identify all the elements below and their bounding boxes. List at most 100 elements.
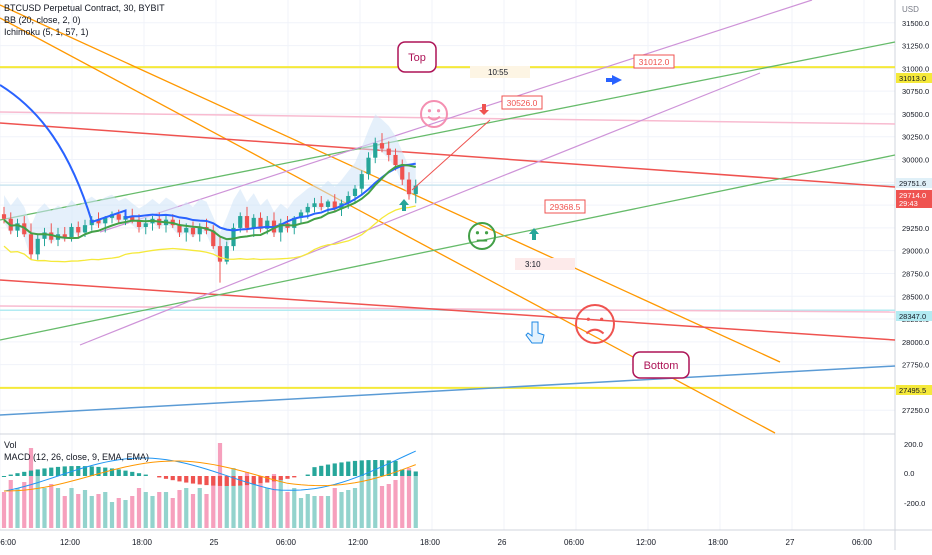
macd-histogram-bar [292,476,296,477]
candle-body [184,228,188,233]
price-badge-text: 29751.6 [899,179,926,188]
macd-histogram-bar [144,475,148,476]
volume-bar [83,490,87,528]
macd-histogram-bar [252,476,256,484]
macd-histogram-bar [171,476,175,480]
volume-bar [130,496,134,528]
candle-body [360,174,364,189]
time-label-1: 10:55 [488,68,509,77]
macd-histogram-bar [393,461,397,476]
violet-trendline-upper [100,0,812,232]
time-tick-label: 18:00 [132,538,153,547]
hand-pointer-icon [526,322,544,343]
candle-body [353,189,357,196]
volume-bar [285,492,289,528]
volume-bar [279,478,283,528]
candle-body [373,143,377,158]
sad-face-icon-eye [587,318,590,321]
price-tick-label: 31500.0 [902,19,929,28]
volume-bar [90,496,94,528]
volume-bar [380,486,384,528]
volume-bar [96,494,100,528]
macd-histogram-bar [326,465,330,476]
candle-body [117,214,121,219]
macd-histogram-bar [2,476,6,477]
happy-face-icon-eye [437,109,440,112]
neutral-face-icon [469,223,495,249]
volume-bar [164,492,168,528]
macd-histogram-bar [164,476,168,479]
volume-bar [15,488,19,528]
price-badge-text: 28347.0 [899,312,926,321]
macd-histogram-bar [258,476,262,484]
candle-body [144,223,148,227]
macd-histogram-bar [191,476,195,484]
macd-histogram-bar [265,476,269,483]
callout-29368-text: 29368.5 [550,202,581,212]
pink-line-lower [0,306,895,312]
price-tick-label: 30750.0 [902,87,929,96]
price-tick-label: 27250.0 [902,406,929,415]
candle-body [83,225,87,232]
volume-bar [272,474,276,528]
macd-histogram-bar [90,466,94,476]
volume-bar [103,492,107,528]
price-tick-label: 28750.0 [902,269,929,278]
volume-bar [157,492,161,528]
volume-bar [2,492,6,528]
callout-30526-text: 30526.0 [507,98,538,108]
macd-histogram-bar [211,476,215,486]
macd-histogram-bar [333,463,337,476]
macd-histogram-bar [76,466,80,476]
macd-histogram-bar [218,476,222,486]
candle-body [380,143,384,148]
candle-body [29,234,33,254]
volume-bar [42,488,46,528]
time-tick-label: 12:00 [348,538,369,547]
price-badge-text: 29:43 [899,199,918,208]
volume-bar [339,492,343,528]
time-box-2 [515,258,575,270]
time-tick-label: 12:00 [60,538,81,547]
volume-bar [252,478,256,528]
macd-tick-label: 200.0 [904,440,923,449]
legend-macd: MACD (12, 26, close, 9, EMA, EMA) [4,452,149,463]
macd-histogram-bar [346,462,350,476]
volume-bar [312,496,316,528]
volume-bar [144,492,148,528]
macd-histogram-bar [36,469,40,476]
macd-histogram-bar [117,469,121,476]
candle-body [245,216,249,228]
time-tick-label: 18:00 [420,538,441,547]
blue-trendline [0,366,895,415]
sad-face-icon-eye [600,318,603,321]
volume-bar [326,496,330,528]
macd-histogram-bar [157,476,161,477]
volume-bar [353,488,357,528]
time-tick-label: 06:00 [564,538,585,547]
macd-histogram-bar [29,471,33,476]
macd-histogram-bar [319,466,323,476]
macd-histogram-bar [22,472,26,476]
volume-bar [110,502,114,528]
macd-histogram-bar [360,460,364,476]
macd-histogram-bar [130,472,134,476]
candle-body [191,228,195,234]
volume-bar [69,488,73,528]
volume-bar [265,488,269,528]
price-tick-label: 30000.0 [902,156,929,165]
candle-body [2,214,6,219]
volume-bar [184,488,188,528]
volume-bar [9,480,13,528]
time-tick-label: 06:00 [276,538,297,547]
volume-bar [123,500,127,528]
price-tick-label: 28500.0 [902,292,929,301]
candle-body [393,155,397,165]
currency-label: USD [902,5,919,14]
volume-bar [387,484,391,528]
top-bubble-label: Top [408,52,426,64]
bottom-bubble-label: Bottom [644,360,679,372]
time-tick-label: 18:00 [708,538,729,547]
